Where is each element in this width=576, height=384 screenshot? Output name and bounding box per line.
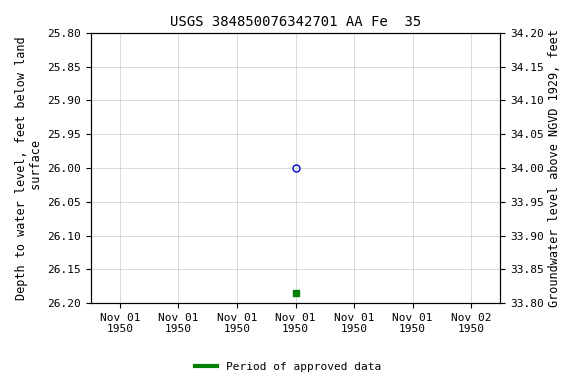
- Y-axis label: Groundwater level above NGVD 1929, feet: Groundwater level above NGVD 1929, feet: [548, 29, 561, 307]
- Title: USGS 384850076342701 AA Fe  35: USGS 384850076342701 AA Fe 35: [170, 15, 421, 29]
- Legend: Period of approved data: Period of approved data: [191, 358, 385, 377]
- Y-axis label: Depth to water level, feet below land
 surface: Depth to water level, feet below land su…: [15, 36, 43, 300]
